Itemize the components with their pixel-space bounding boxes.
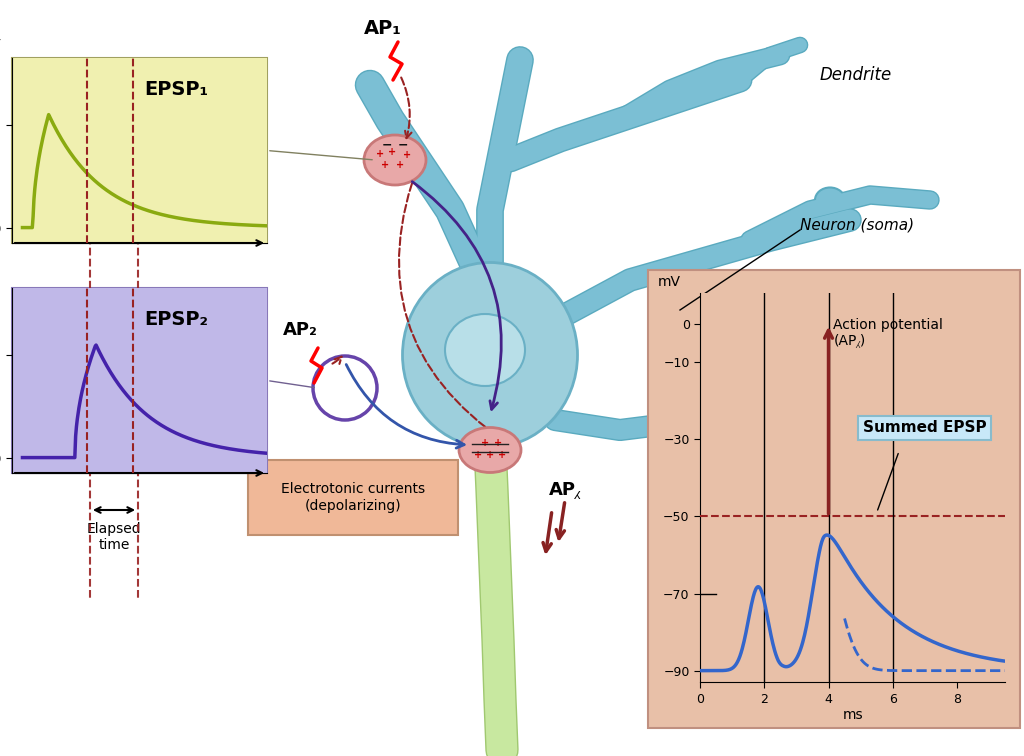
FancyBboxPatch shape — [12, 58, 267, 243]
Ellipse shape — [459, 427, 521, 472]
Ellipse shape — [445, 314, 525, 386]
Text: mV: mV — [657, 275, 680, 289]
FancyArrowPatch shape — [413, 181, 502, 409]
Text: AP₁: AP₁ — [365, 18, 402, 38]
Text: EPSP₂: EPSP₂ — [144, 310, 209, 329]
Text: AP₂: AP₂ — [283, 321, 317, 339]
FancyBboxPatch shape — [648, 270, 1020, 728]
Text: −: − — [397, 138, 409, 151]
Ellipse shape — [364, 135, 426, 185]
X-axis label: ms: ms — [843, 708, 863, 723]
Text: +: + — [388, 147, 396, 157]
FancyArrowPatch shape — [401, 78, 412, 138]
Text: Electrotonic currents
(depolarizing): Electrotonic currents (depolarizing) — [281, 482, 425, 513]
Text: +: + — [481, 438, 489, 448]
Text: +: + — [474, 450, 482, 460]
FancyBboxPatch shape — [12, 288, 267, 473]
Ellipse shape — [815, 187, 845, 212]
Text: AP⁁: AP⁁ — [549, 481, 582, 499]
Text: +: + — [486, 450, 494, 460]
Text: +: + — [498, 450, 506, 460]
Text: Neuron (soma): Neuron (soma) — [800, 218, 914, 233]
Text: +: + — [381, 160, 389, 170]
Text: Dendrite: Dendrite — [820, 66, 892, 84]
Text: Summed EPSP: Summed EPSP — [863, 420, 987, 435]
Ellipse shape — [402, 262, 578, 448]
Text: EPSP₁: EPSP₁ — [144, 80, 209, 99]
Text: Action potential
(AP⁁): Action potential (AP⁁) — [834, 318, 943, 349]
Text: −: − — [382, 138, 392, 151]
FancyArrowPatch shape — [346, 364, 464, 448]
Text: +: + — [494, 438, 502, 448]
Text: +: + — [396, 160, 404, 170]
FancyArrowPatch shape — [399, 163, 506, 442]
FancyBboxPatch shape — [248, 460, 458, 535]
Text: +: + — [402, 150, 411, 160]
FancyArrowPatch shape — [333, 357, 342, 364]
Text: +: + — [376, 149, 384, 159]
Text: Elapsed
time: Elapsed time — [87, 522, 141, 552]
Text: mV: mV — [0, 38, 2, 51]
